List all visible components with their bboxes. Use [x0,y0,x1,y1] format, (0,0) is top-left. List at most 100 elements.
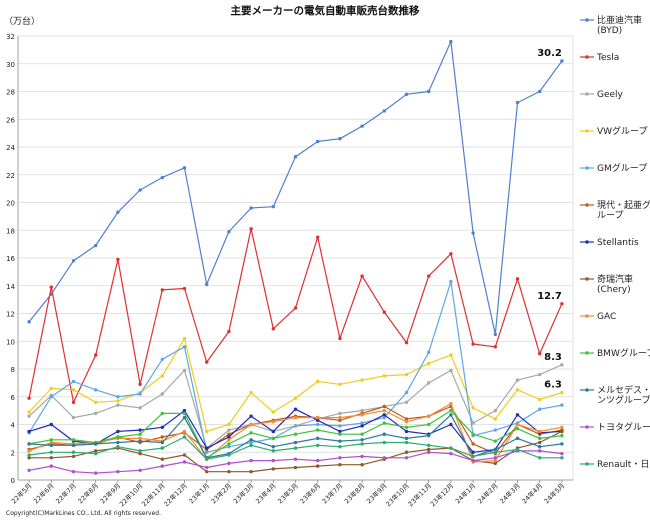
data-point [538,449,542,453]
data-point [271,445,275,449]
data-point [493,332,497,337]
legend-label: ンツグループ [597,394,650,406]
y-tick-label: 8 [11,366,15,374]
data-point [49,464,53,468]
legend-label: GAC [597,312,616,322]
data-point [360,421,364,425]
data-point [160,374,164,378]
data-point [471,342,475,346]
data-point [27,468,31,472]
data-point [116,469,120,474]
data-point [94,442,98,446]
legend-item: トヨタグループ [580,421,650,433]
data-point [427,443,431,448]
data-point [138,468,142,472]
data-point [94,400,98,404]
data-point [338,463,342,467]
series-lines [27,39,564,475]
data-point [227,442,231,446]
legend-swatch-marker [585,166,589,170]
data-point [94,353,98,357]
data-point [160,425,164,429]
x-tick-label: 22年7月 [54,481,78,505]
data-point [360,408,364,413]
data-point [382,310,386,314]
data-point [205,429,209,434]
legend-label: Tesla [596,53,619,63]
data-point [205,469,209,474]
legend-label: (BYD) [597,26,622,36]
data-point [27,410,31,414]
legend-label: BMWグループ [597,347,650,359]
data-point [382,413,386,417]
data-point [271,327,275,331]
data-point [49,285,53,289]
data-point [538,440,542,445]
data-point [338,411,342,416]
data-point [249,440,253,445]
data-point [515,447,520,452]
data-point [538,407,542,411]
data-point [560,425,564,429]
data-point [293,465,298,470]
data-point [227,428,231,432]
data-point [493,417,497,421]
data-point [160,288,164,292]
series-line [28,40,563,335]
data-point [271,420,275,424]
data-point [382,408,386,413]
data-point [316,139,320,144]
data-point [293,457,298,461]
data-point [293,432,298,436]
data-point [116,395,120,399]
legend-swatch-marker [585,388,589,392]
data-point [316,428,320,432]
data-point [493,447,497,452]
data-point [316,379,320,384]
data-point [49,456,53,460]
data-point [249,414,253,418]
data-point [227,432,231,436]
data-point [449,408,453,413]
legend-item: Renault・日産 [580,458,650,470]
legend-swatch-marker [585,55,589,59]
data-point [94,388,98,392]
data-point [205,457,209,461]
legend-label: メルセデス・ベ [597,384,650,396]
data-point [404,417,409,421]
data-point [338,136,342,141]
data-point [427,274,431,278]
data-point [427,361,431,366]
data-point [71,443,76,448]
x-tick-label: 24年5月 [542,481,566,505]
y-tick-label: 20 [6,200,15,208]
x-tick-label: 23年12月 [428,481,455,508]
data-point [227,461,231,466]
data-point [249,469,253,474]
data-point [182,460,187,464]
data-point [27,396,31,400]
data-point [560,302,564,306]
data-point [404,429,409,434]
data-point [316,418,320,423]
legend-item: 奇瑞汽車(Chery) [580,273,633,295]
data-point [404,425,409,429]
data-point [160,435,164,439]
chart-axes: 0246810121416182022242628303222年5月22年6月2… [6,33,574,508]
data-point [71,388,76,392]
legend-item: 比亜迪汽車(BYD) [580,14,642,36]
data-point [471,442,475,446]
data-point [293,306,298,310]
x-tick-label: 22年6月 [31,481,55,505]
y-tick-label: 26 [6,116,15,124]
data-point [293,424,298,428]
data-point [160,411,164,416]
data-point [116,440,120,445]
data-point [116,399,120,403]
data-label: 6.3 [544,380,562,391]
data-point [538,397,542,402]
x-tick-label: 24年4月 [520,481,544,505]
series-0 [27,39,564,337]
data-point [338,439,342,443]
data-point [560,451,564,456]
